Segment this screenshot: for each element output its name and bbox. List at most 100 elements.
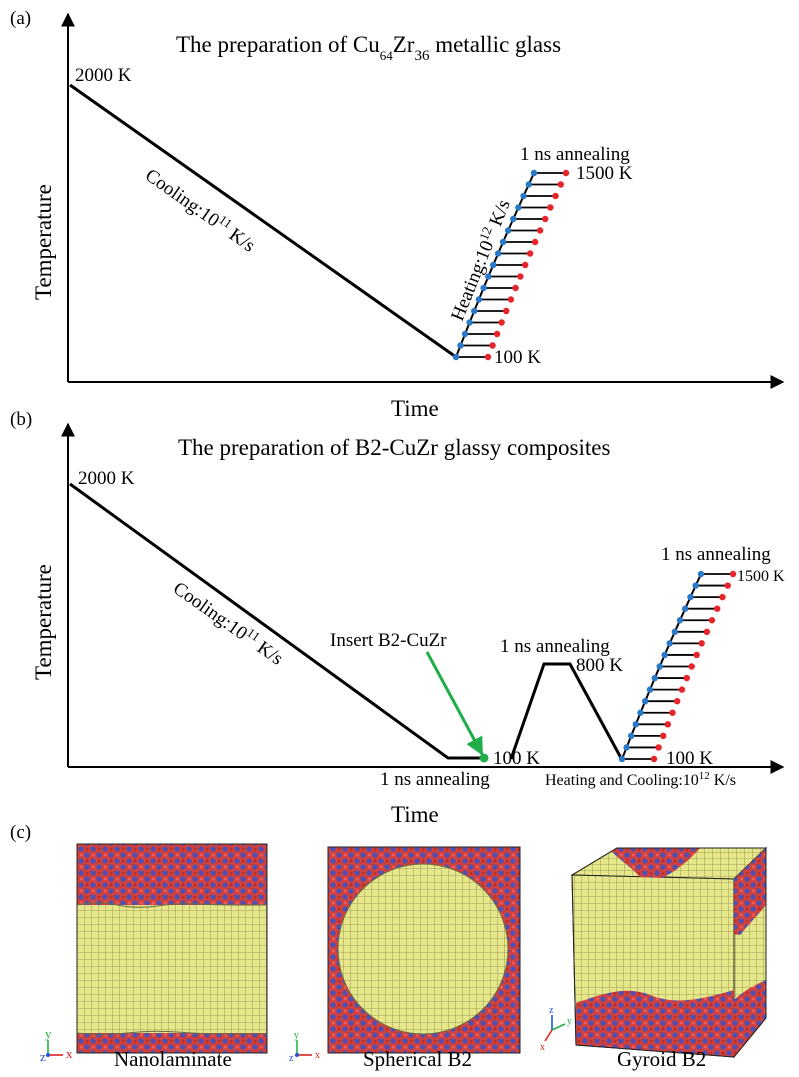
panel-a: (a) The preparation of Cu64Zr36 metallic…: [10, 8, 785, 421]
panel-a-annealed-point: [503, 307, 510, 315]
panel-b-annealed-point: [719, 593, 726, 601]
panel-a-heating-point: [499, 238, 507, 246]
caption-gyroid-b2: Gyroid B2: [617, 1047, 706, 1071]
panel-a-annealed-point: [522, 261, 529, 269]
spherical-frame: [327, 846, 521, 1054]
panel-a-heating-point: [466, 319, 473, 326]
panel-b-heating-point: [632, 721, 640, 728]
spherical-b2-structure: [327, 846, 521, 1054]
panel-b-annealed-point: [655, 744, 662, 751]
panel-a-annealed-point: [517, 273, 524, 280]
panel-b-low-temp-a: 100 K: [493, 748, 540, 769]
panel-b-insert-point: [479, 753, 489, 763]
panel-b-heating-point: [697, 570, 705, 578]
panel-b-letter: (b): [10, 409, 32, 430]
nanolaminate-structure: [76, 843, 268, 1054]
gyroid-b2-structure: [570, 846, 768, 1059]
panel-b-rate-label: Heating and Cooling:1012 K/s: [545, 770, 736, 789]
panel-b-heating-point: [627, 732, 635, 740]
panel-b-annealed-point: [688, 663, 695, 670]
svg-text:x: x: [540, 1042, 545, 1053]
panel-b-annealed-point: [708, 617, 716, 624]
spherical-axes-icon: y x z: [289, 1030, 320, 1064]
panel-b-mid-annealing-profile: [509, 662, 623, 760]
svg-text:z: z: [40, 1049, 46, 1064]
panel-a-heating-point: [510, 215, 517, 223]
panel-b-annealed-point: [683, 674, 690, 682]
panel-b-heating-point: [687, 593, 694, 601]
nanolaminate-axes-icon: y x z: [40, 1026, 73, 1064]
panel-b-heating-point: [651, 674, 658, 682]
panel-a-heating-point: [485, 273, 492, 280]
panel-c: (c) y x z Nanolaminate: [10, 822, 768, 1071]
panel-a-x-axis-label: Time: [391, 396, 439, 421]
panel-a-annealed-point: [484, 353, 492, 361]
panel-a-annealed-point: [507, 296, 515, 303]
panel-b-annealed-point: [724, 582, 731, 589]
panel-a-annealing-label: 1 ns annealing: [520, 144, 630, 165]
panel-a-annealed-point: [536, 227, 544, 234]
panel-a-heating-point: [475, 296, 483, 303]
panel-a-heating-point: [471, 307, 478, 315]
gyroid-glass-top: [612, 848, 700, 878]
svg-text:x: x: [66, 1046, 73, 1061]
gyroid-glass-top-right: [734, 848, 766, 935]
svg-text:z: z: [549, 1005, 554, 1016]
panel-a-heating-point: [525, 181, 532, 188]
svg-text:y: y: [567, 1016, 572, 1027]
panel-b-heating-point: [671, 628, 679, 636]
panel-b-heating-point: [656, 663, 663, 670]
gyroid-glass-bottom-right: [734, 980, 766, 1057]
panel-a-low-temp: 100 K: [494, 347, 541, 368]
panel-a-annealed-point: [493, 330, 501, 338]
panel-a-start-temp: 2000 K: [75, 65, 132, 86]
panel-b-mid-temp: 800 K: [576, 655, 623, 676]
nanolaminate-frame: [76, 843, 268, 1054]
panel-a-annealed-point: [562, 169, 570, 177]
panel-a-annealed-point: [526, 250, 534, 257]
panel-a-high-temp: 1500 K: [576, 163, 633, 184]
panel-b-annealed-point: [664, 721, 672, 728]
panel-b-annealed-point: [713, 605, 721, 612]
svg-text:y: y: [45, 1026, 52, 1041]
panel-a-annealed-point: [557, 181, 564, 188]
panel-b-heating-point: [623, 744, 630, 751]
panel-b-annealed-point: [703, 628, 711, 636]
panel-a-annealed-point: [552, 192, 559, 200]
panel-b: (b) The preparation of B2-CuZr glassy co…: [10, 409, 785, 827]
panel-b-heating-point: [618, 755, 626, 763]
caption-nanolaminate: Nanolaminate: [114, 1047, 232, 1071]
panel-b-annealed-point: [729, 570, 737, 578]
panel-b-annealed-point: [659, 732, 667, 740]
panel-a-annealed-point: [547, 204, 554, 211]
panel-a-heating-point: [515, 204, 522, 211]
panel-a-heating-point: [457, 342, 464, 349]
panel-b-annealed-point: [650, 755, 658, 763]
svg-text:z: z: [289, 1053, 294, 1064]
panel-b-heating-point: [681, 605, 689, 612]
gyroid-glass-bottom: [576, 990, 734, 1057]
panel-b-y-axis-label: Temperature: [31, 564, 56, 680]
panel-a-annealed-point: [498, 319, 505, 326]
spherical-b2-particle: [337, 863, 509, 1035]
panel-b-heating-point: [692, 582, 699, 589]
panel-b-annealing-high-label: 1 ns annealing: [661, 544, 771, 565]
panel-a-heating-point: [494, 250, 502, 257]
panel-a-heating-point: [504, 227, 512, 234]
gyroid-outline: [571, 847, 767, 1058]
panel-a-heating-point: [530, 169, 538, 177]
panel-a-heating-ladder: [452, 169, 570, 361]
panel-a-heating-point: [461, 330, 469, 338]
panel-b-annealing-low-label: 1 ns annealing: [380, 769, 490, 790]
panel-a-annealed-point: [542, 215, 549, 223]
svg-text:x: x: [315, 1050, 320, 1061]
panel-b-insert-label: Insert B2-CuZr: [330, 630, 447, 651]
panel-a-annealed-point: [531, 238, 539, 246]
panel-a-heating-point: [480, 284, 487, 292]
panel-b-heating-ladder: [618, 570, 737, 763]
panel-a-cooling-line: [69, 83, 457, 359]
nanolaminate-b2-layer: [77, 905, 267, 1033]
panel-b-temperature-profile: [69, 482, 484, 760]
panel-b-heating-point: [637, 709, 644, 716]
